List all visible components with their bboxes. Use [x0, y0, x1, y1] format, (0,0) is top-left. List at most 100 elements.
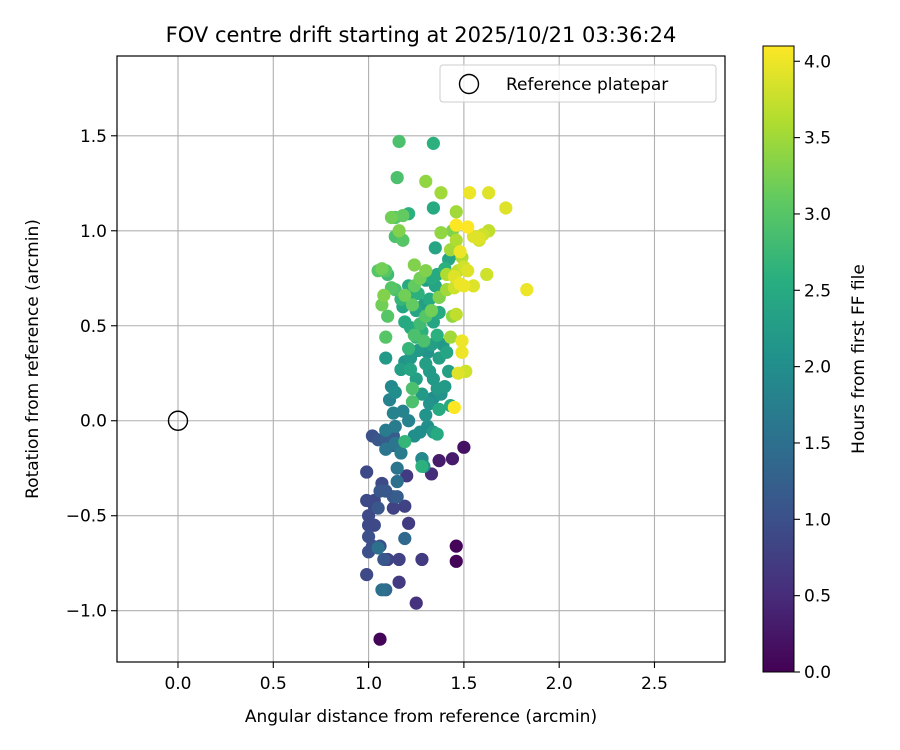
data-point	[426, 136, 440, 150]
scatter-points	[167, 134, 534, 646]
colorbar-tick-label: 0.0	[804, 663, 831, 683]
data-point	[453, 277, 467, 291]
colorbar-tick-label: 1.5	[804, 434, 831, 454]
data-point	[432, 454, 446, 468]
colorbar-tick-label: 1.0	[804, 510, 831, 530]
y-tick-label: 1.5	[80, 127, 107, 147]
data-point	[426, 201, 440, 215]
data-point	[394, 362, 408, 377]
data-point	[409, 596, 423, 610]
data-point	[453, 245, 467, 259]
data-point	[443, 330, 458, 344]
data-point	[449, 218, 463, 232]
y-axis-label: Rotation from reference (arcmin)	[23, 219, 43, 499]
data-point	[432, 402, 446, 416]
data-point	[398, 531, 412, 546]
data-point	[386, 501, 400, 515]
data-point	[392, 224, 406, 238]
y-tick-label: 0.0	[80, 412, 107, 432]
data-point	[520, 283, 534, 297]
data-point	[402, 516, 416, 530]
colorbar-tick-label: 4.0	[804, 52, 831, 72]
data-point	[375, 583, 389, 597]
data-point	[361, 509, 376, 523]
data-point	[398, 499, 412, 513]
data-point	[419, 264, 433, 278]
legend-reference-marker	[458, 73, 480, 95]
data-point	[461, 264, 475, 278]
x-tick-label: 2.0	[546, 674, 573, 694]
data-point	[482, 186, 496, 200]
data-point	[398, 288, 412, 302]
legend-box	[439, 64, 717, 103]
data-point	[402, 341, 416, 356]
data-point	[422, 397, 437, 411]
x-tick-label: 1.5	[450, 674, 477, 694]
y-tick-label: −0.5	[66, 507, 107, 527]
colorbar-tick-label: 0.5	[804, 587, 831, 607]
data-point	[360, 493, 374, 508]
data-point	[381, 309, 395, 323]
data-point	[463, 186, 477, 200]
data-point	[392, 575, 406, 589]
data-point	[438, 379, 452, 394]
data-point	[449, 539, 463, 553]
data-point	[390, 170, 404, 185]
data-point	[466, 279, 481, 293]
data-point	[379, 442, 393, 456]
data-point	[449, 233, 463, 247]
data-point	[384, 210, 399, 225]
data-point	[407, 258, 421, 272]
data-point	[367, 518, 381, 532]
data-point	[457, 440, 471, 454]
data-point	[360, 568, 374, 582]
data-point	[379, 351, 393, 365]
colorbar-tick-label: 3.5	[804, 129, 831, 149]
data-point	[430, 427, 444, 441]
data-point	[449, 205, 463, 219]
data-point	[415, 552, 429, 567]
data-point	[394, 446, 408, 460]
y-tick-label: −1.0	[66, 602, 107, 622]
data-point	[390, 461, 404, 475]
data-point	[455, 334, 469, 348]
colorbar-tick-label: 3.0	[804, 205, 831, 225]
x-tick-label: 0.0	[164, 674, 191, 694]
data-point	[392, 552, 406, 567]
data-point	[398, 435, 412, 449]
data-point	[451, 366, 465, 380]
legend-label-reference: Reference platepar	[506, 75, 668, 95]
data-point	[379, 330, 393, 344]
data-point	[455, 345, 469, 359]
data-point	[445, 452, 460, 466]
y-tick-label: 1.0	[80, 222, 107, 242]
x-axis-label: Angular distance from reference (arcmin)	[245, 707, 597, 727]
data-point	[377, 288, 391, 302]
data-point	[424, 303, 439, 318]
data-point	[407, 328, 421, 342]
data-point	[461, 220, 475, 234]
y-axis-ticks: −1.0 −0.5 0.0 0.5 1.0 1.5	[66, 127, 117, 622]
data-point	[377, 552, 391, 567]
data-point	[405, 298, 420, 312]
data-point	[434, 226, 448, 240]
data-point	[388, 419, 402, 434]
x-axis-ticks: 0.0 0.5 1.0 1.5 2.0 2.5	[164, 662, 668, 694]
data-point	[428, 241, 442, 255]
data-point	[390, 490, 404, 504]
data-point	[417, 334, 431, 348]
data-point	[434, 186, 448, 200]
data-point	[419, 408, 433, 422]
colorbar-tick-label: 2.5	[804, 281, 831, 301]
reference-platepar-marker	[167, 410, 189, 431]
x-tick-label: 2.5	[641, 674, 668, 694]
data-point	[396, 208, 410, 223]
data-point	[405, 381, 420, 396]
data-point	[403, 362, 418, 377]
data-point	[405, 395, 420, 409]
x-tick-label: 1.0	[355, 674, 382, 694]
data-point	[398, 315, 412, 329]
data-point	[447, 400, 461, 415]
data-point	[402, 414, 416, 428]
